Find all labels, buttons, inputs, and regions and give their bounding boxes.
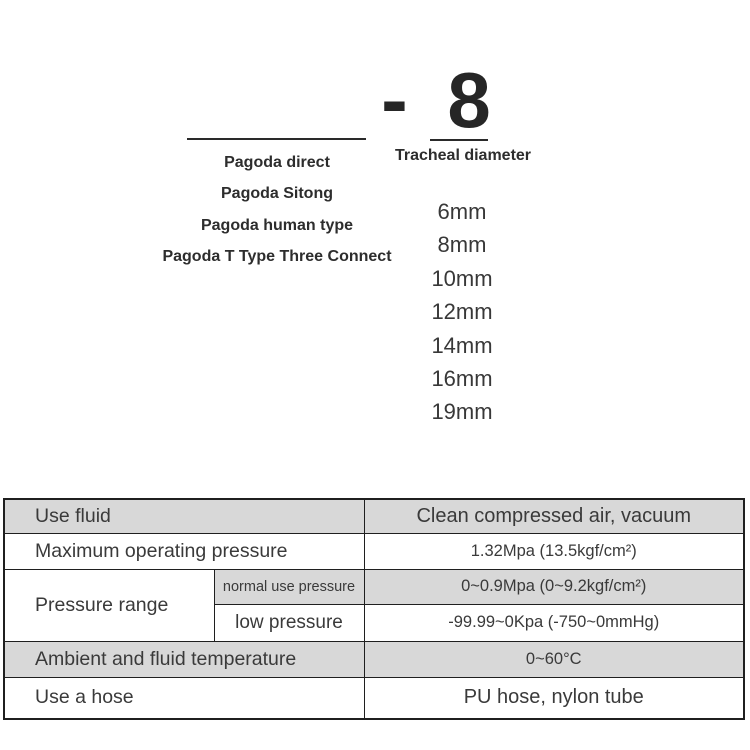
spec-label-hose: Use a hose — [3, 676, 365, 720]
code-underline — [430, 139, 488, 141]
spec-value-low-pressure: -99.99~0Kpa (-750~0mmHg) — [363, 603, 745, 642]
spec-value-use-fluid: Clean compressed air, vacuum — [363, 498, 745, 534]
type-option: Pagoda Sitong — [221, 185, 333, 203]
type-option: Pagoda human type — [200, 216, 354, 234]
spec-table: Use fluid Clean compressed air, vacuum M… — [3, 498, 745, 720]
spec-row-temperature: Ambient and fluid temperature 0~60°C — [3, 640, 745, 678]
diameter-option: 19mm — [431, 399, 493, 425]
diameter-option: 16mm — [431, 366, 493, 392]
diameter-code-value: 8 — [447, 55, 491, 144]
spec-value-temperature: 0~60°C — [363, 640, 745, 678]
diameter-option: 6mm — [437, 199, 487, 224]
type-option: Pagoda direct — [224, 154, 330, 171]
spec-label-use-fluid: Use fluid — [3, 498, 365, 534]
pagoda-type-list: Pagoda direct Pagoda Sitong Pagoda human… — [127, 147, 427, 273]
diameter-option: 8mm — [437, 232, 487, 258]
diameter-option: 12mm — [431, 299, 493, 325]
spec-label-max-pressure: Maximum operating pressure — [3, 532, 365, 570]
type-option: Pagoda T Type Three Connect — [162, 248, 392, 266]
type-list-underline — [187, 138, 366, 140]
spec-value-max-pressure: 1.32Mpa (13.5kgf/cm²) — [363, 532, 745, 570]
diameter-option-list: 6mm 8mm 10mm 12mm 14mm 16mm 19mm — [402, 195, 522, 429]
diameter-option: 14mm — [431, 332, 493, 358]
spec-row-hose: Use a hose PU hose, nylon tube — [3, 676, 745, 720]
spec-row-low-pressure: low pressure -99.99~0Kpa (-750~0mmHg) — [4, 603, 745, 642]
tracheal-diameter-label: Tracheal diameter — [394, 147, 532, 164]
diameter-option: 10mm — [431, 265, 493, 291]
spec-row-use-fluid: Use fluid Clean compressed air, vacuum — [3, 498, 745, 534]
spec-label-pressure-range: Pressure range — [3, 568, 215, 642]
code-separator-dash: - — [381, 55, 408, 144]
spec-row-max-pressure: Maximum operating pressure 1.32Mpa (13.5… — [3, 532, 745, 570]
spec-label-temperature: Ambient and fluid temperature — [3, 640, 365, 678]
spec-value-hose: PU hose, nylon tube — [363, 676, 745, 720]
spec-sublabel-normal-pressure: normal use pressure — [213, 568, 365, 605]
spec-value-normal-pressure: 0~0.9Mpa (0~9.2kgf/cm²) — [363, 568, 745, 605]
spec-sublabel-low-pressure: low pressure — [213, 603, 365, 642]
spec-row-normal-pressure: Pressure range normal use pressure 0~0.9… — [3, 568, 745, 642]
